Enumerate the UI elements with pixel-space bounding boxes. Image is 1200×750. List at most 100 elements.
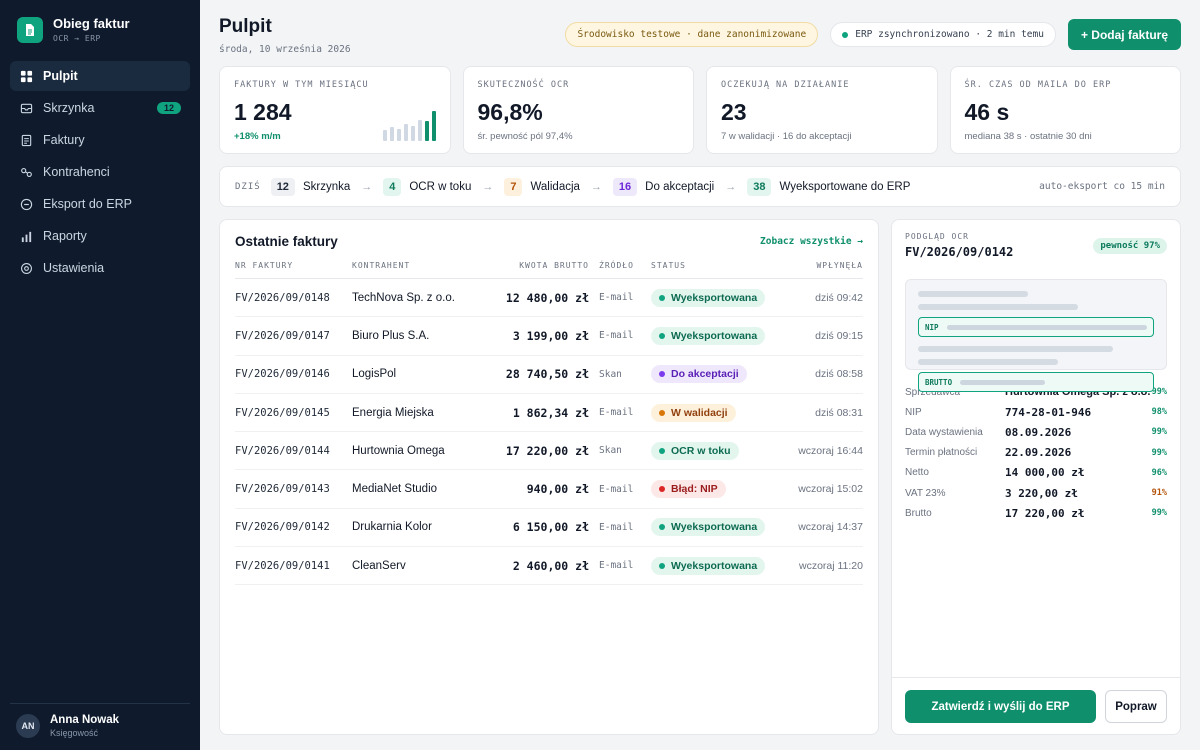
invoice-number: FV/2026/09/0147 bbox=[235, 316, 352, 356]
ocr-field-label: NIP bbox=[905, 406, 922, 418]
col-header-source[interactable]: ŹRÓDŁO bbox=[589, 261, 651, 279]
correct-button[interactable]: Popraw bbox=[1105, 690, 1167, 723]
sidebar-item-faktury[interactable]: Faktury bbox=[10, 125, 190, 155]
status-text: Wyeksportowana bbox=[671, 521, 758, 534]
table-row[interactable]: FV/2026/09/0146 LogisPol 28 740,50 zł Sk… bbox=[235, 355, 863, 394]
col-header-number[interactable]: NR FAKTURY bbox=[235, 261, 352, 279]
pipeline-bar: DZIŚ 12 Skrzynka → 4 OCR w toku → 7 Walidacj… bbox=[219, 166, 1181, 207]
sparkline-bar bbox=[410, 126, 415, 141]
table-row[interactable]: FV/2026/09/0144 Hurtownia Omega 17 220,0… bbox=[235, 431, 863, 471]
sidebar-item-pulpit[interactable]: Pulpit bbox=[10, 61, 190, 91]
invoice-source: E-mail bbox=[589, 546, 651, 586]
table-row[interactable]: FV/2026/09/0141 CleanServ 2 460,00 zł E-… bbox=[235, 546, 863, 586]
invoice-status-cell: OCR w toku bbox=[651, 431, 766, 471]
sidebar-item-skrzynka[interactable]: Skrzynka 12 bbox=[10, 93, 190, 123]
table-row[interactable]: FV/2026/09/0142 Drukarnia Kolor 6 150,00… bbox=[235, 508, 863, 548]
sidebar-item-eksport-do-erp[interactable]: Eksport do ERP bbox=[10, 189, 190, 219]
ocr-preview-label: PODGLĄD OCR bbox=[905, 232, 969, 241]
recent-invoices-title: Ostatnie faktury bbox=[235, 234, 338, 249]
nip-highlight[interactable]: NIP bbox=[918, 317, 1154, 337]
approve-send-button[interactable]: Zatwierdź i wyślij do ERP bbox=[905, 690, 1096, 723]
col-header-received[interactable]: WPŁYNĘŁA bbox=[765, 261, 863, 279]
invoice-number: FV/2026/09/0148 bbox=[235, 278, 352, 318]
sidebar-item-label: Pulpit bbox=[43, 69, 78, 83]
sidebar: Obieg faktur OCR → ERP Pulpit Skrzynka 12… bbox=[0, 0, 200, 750]
user-profile[interactable]: AN Anna Nowak Księgowość bbox=[10, 703, 190, 750]
page-header: Pulpit środa, 10 września 2026 Środowisk… bbox=[219, 16, 1181, 66]
ocr-field-label: Netto bbox=[905, 467, 929, 479]
erp-sync-status: ERP zsynchronizowano · 2 min temu bbox=[830, 22, 1056, 47]
status-badge: Wyeksportowana bbox=[651, 326, 766, 345]
status-text: W walidacji bbox=[671, 406, 728, 419]
see-all-link[interactable]: Zobacz wszystkie → bbox=[760, 236, 863, 247]
sidebar-item-ustawienia[interactable]: Ustawienia bbox=[10, 253, 190, 283]
gross-highlight-label: BRUTTO bbox=[925, 377, 953, 387]
add-invoice-button[interactable]: + Dodaj fakturę bbox=[1067, 19, 1181, 50]
table-row[interactable]: FV/2026/09/0145 Energia Miejska 1 862,34… bbox=[235, 393, 863, 433]
pipeline-step[interactable]: 38 Wyeksportowane do ERP bbox=[747, 177, 911, 196]
invoice-status-cell: W walidacji bbox=[651, 393, 766, 433]
invoice-source: E-mail bbox=[589, 393, 651, 433]
ocr-field-value: 14 000,00 zł bbox=[1005, 466, 1085, 480]
pipeline-step[interactable]: 16 Do akceptacji bbox=[612, 177, 714, 196]
table-row[interactable]: FV/2026/09/0143 MediaNet Studio 940,00 z… bbox=[235, 469, 863, 509]
invoice-party: CleanServ bbox=[352, 546, 492, 586]
ocr-field-confidence: 99% bbox=[1151, 447, 1167, 458]
gear-icon bbox=[19, 261, 33, 275]
ocr-field-row[interactable]: NIP 774-28-01-946 98% bbox=[905, 402, 1167, 422]
sidebar-item-label: Ustawienia bbox=[43, 261, 105, 275]
recent-invoices-card: Ostatnie faktury Zobacz wszystkie → NR F… bbox=[219, 219, 879, 735]
pipeline-step-count: 38 bbox=[747, 177, 772, 196]
ocr-field-confidence: 99% bbox=[1151, 387, 1167, 398]
pipeline-step[interactable]: 7 Walidacja bbox=[504, 177, 580, 196]
sidebar-item-kontrahenci[interactable]: Kontrahenci bbox=[10, 157, 190, 187]
sparkline-bar bbox=[431, 111, 436, 141]
status-dot-icon bbox=[659, 447, 665, 454]
main-content: Pulpit środa, 10 września 2026 Środowisk… bbox=[200, 0, 1200, 750]
ocr-field-label: VAT 23% bbox=[905, 487, 946, 499]
ocr-field-row[interactable]: Termin płatności 22.09.2026 99% bbox=[905, 443, 1167, 463]
col-header-status[interactable]: STATUS bbox=[651, 261, 766, 279]
sidebar-item-raporty[interactable]: Raporty bbox=[10, 221, 190, 251]
pipeline-step[interactable]: 4 OCR w toku bbox=[383, 177, 471, 196]
ocr-field-confidence: 99% bbox=[1151, 427, 1167, 438]
document-logo-icon bbox=[17, 16, 43, 43]
invoice-amount: 1 862,34 zł bbox=[492, 393, 589, 433]
ocr-field-row[interactable]: Netto 14 000,00 zł 96% bbox=[905, 463, 1167, 483]
invoice-amount: 3 199,00 zł bbox=[492, 316, 589, 356]
col-header-amount[interactable]: KWOTA BRUTTO bbox=[492, 261, 589, 279]
invoice-received: dziś 08:31 bbox=[765, 393, 863, 433]
table-row[interactable]: FV/2026/09/0148 TechNova Sp. z o.o. 12 4… bbox=[235, 278, 863, 318]
table-row[interactable]: FV/2026/09/0147 Biuro Plus S.A. 3 199,00… bbox=[235, 316, 863, 356]
pipeline-step[interactable]: 12 Skrzynka bbox=[270, 177, 350, 196]
page-title: Pulpit bbox=[219, 16, 272, 37]
status-dot-icon bbox=[659, 524, 665, 531]
pipeline-today-label: DZIŚ bbox=[235, 181, 261, 192]
gross-highlight[interactable]: BRUTTO bbox=[918, 372, 1154, 392]
ocr-field-label: Sprzedawca bbox=[905, 386, 961, 398]
invoice-amount: 940,00 zł bbox=[492, 469, 589, 509]
arrow-right-icon: → bbox=[361, 180, 373, 193]
status-badge: Wyeksportowana bbox=[651, 288, 766, 307]
status-text: Błąd: NIP bbox=[671, 483, 718, 496]
invoice-party: LogisPol bbox=[352, 355, 492, 394]
ocr-field-row[interactable]: Data wystawienia 08.09.2026 99% bbox=[905, 422, 1167, 442]
ocr-field-row[interactable]: Brutto 17 220,00 zł 99% bbox=[905, 503, 1167, 523]
status-badge: OCR w toku bbox=[651, 441, 739, 460]
ocr-field-confidence: 99% bbox=[1151, 508, 1167, 519]
status-text: Wyeksportowana bbox=[671, 559, 758, 572]
ocr-field-value: 08.09.2026 bbox=[1005, 425, 1072, 439]
invoice-party: MediaNet Studio bbox=[352, 469, 492, 509]
pipeline-step-label: Wyeksportowane do ERP bbox=[779, 180, 911, 193]
pipeline-step-count: 16 bbox=[612, 177, 638, 196]
invoice-source: E-mail bbox=[589, 316, 651, 356]
ocr-field-label: Brutto bbox=[905, 507, 932, 519]
sidebar-item-label: Eksport do ERP bbox=[43, 197, 132, 211]
invoice-status-cell: Wyeksportowana bbox=[651, 278, 766, 318]
invoice-source: E-mail bbox=[589, 278, 651, 318]
status-badge: Błąd: NIP bbox=[651, 480, 726, 499]
col-header-party[interactable]: KONTRAHENT bbox=[352, 261, 492, 279]
document-thumbnail[interactable]: NIP BRUTTO bbox=[905, 279, 1167, 392]
invoice-source: Skan bbox=[589, 431, 651, 471]
ocr-field-row[interactable]: VAT 23% 3 220,00 zł 91% bbox=[905, 483, 1167, 503]
